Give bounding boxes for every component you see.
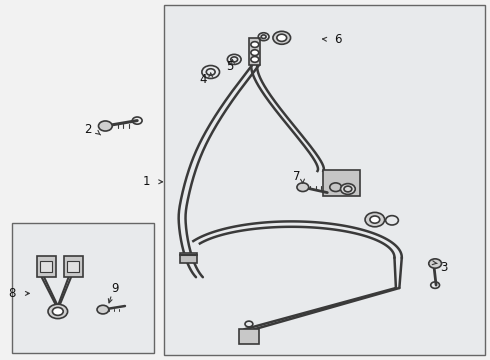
Text: 1: 1 <box>142 175 150 188</box>
Circle shape <box>52 307 63 315</box>
Circle shape <box>251 50 259 55</box>
Circle shape <box>365 212 385 227</box>
Bar <box>67 261 79 272</box>
Bar <box>40 261 52 272</box>
Text: 3: 3 <box>440 261 447 274</box>
Text: 2: 2 <box>84 123 92 136</box>
Circle shape <box>97 305 109 314</box>
Circle shape <box>273 31 291 44</box>
Text: 4: 4 <box>199 73 207 86</box>
Text: 8: 8 <box>8 287 16 300</box>
Text: 9: 9 <box>111 282 119 294</box>
Bar <box>12 223 154 353</box>
Circle shape <box>429 259 441 268</box>
Circle shape <box>277 34 287 41</box>
Circle shape <box>370 216 380 223</box>
Circle shape <box>297 183 309 192</box>
Circle shape <box>251 42 259 48</box>
Text: 7: 7 <box>293 170 300 183</box>
Bar <box>37 256 56 277</box>
Bar <box>164 5 485 355</box>
Bar <box>180 253 197 263</box>
Bar <box>239 329 259 344</box>
Text: 5: 5 <box>225 60 233 73</box>
Circle shape <box>341 184 355 194</box>
Circle shape <box>48 304 68 319</box>
Text: 6: 6 <box>334 33 342 46</box>
Circle shape <box>251 57 259 62</box>
Bar <box>323 170 360 196</box>
Bar <box>64 256 83 277</box>
Bar <box>249 38 260 65</box>
Circle shape <box>98 121 112 131</box>
